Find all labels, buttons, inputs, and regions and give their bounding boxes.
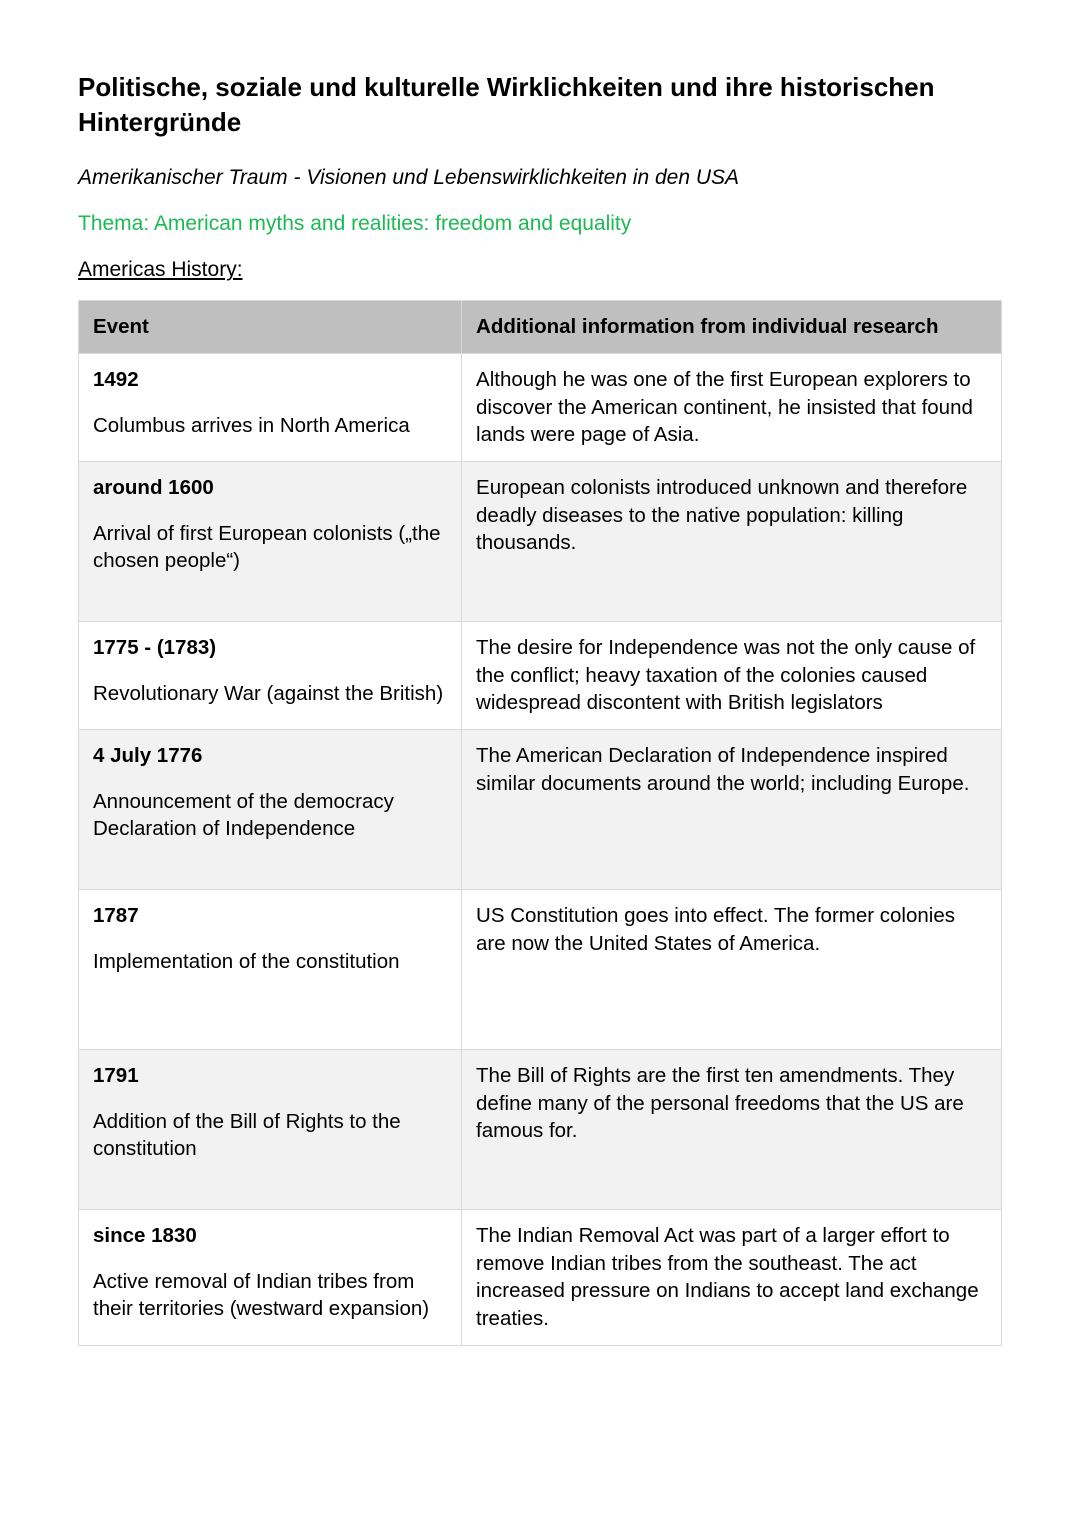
event-date: 1492 [93, 366, 447, 394]
table-row: 1775 - (1783) Revolutionary War (against … [79, 621, 1002, 729]
table-row: since 1830 Active removal of Indian tribe… [79, 1209, 1002, 1345]
event-cell: 1791 Addition of the Bill of Rights to th… [79, 1049, 462, 1209]
table-row: 1787 Implementation of the constitution US… [79, 889, 1002, 1049]
event-desc: Announcement of the democracy Declaratio… [93, 788, 447, 843]
history-table: Event Additional information from indivi… [78, 300, 1002, 1345]
info-cell: The Bill of Rights are the first ten ame… [462, 1049, 1002, 1209]
event-date: around 1600 [93, 474, 447, 502]
table-row: 1791 Addition of the Bill of Rights to th… [79, 1049, 1002, 1209]
event-cell: 1787 Implementation of the constitution [79, 889, 462, 1049]
col-header-info: Additional information from individual r… [462, 301, 1002, 354]
table-row: 4 July 1776 Announcement of the democracy… [79, 729, 1002, 889]
section-heading: Americas History: [78, 258, 1002, 282]
event-cell: 4 July 1776 Announcement of the democracy… [79, 729, 462, 889]
table-header-row: Event Additional information from indivi… [79, 301, 1002, 354]
col-header-event: Event [79, 301, 462, 354]
event-desc: Columbus arrives in North America [93, 412, 447, 440]
event-desc: Implementation of the constitution [93, 948, 447, 976]
table-row: around 1600 Arrival of first European col… [79, 461, 1002, 621]
info-cell: The American Declaration of Independence… [462, 729, 1002, 889]
theme-line: Thema: American myths and realities: fre… [78, 212, 1002, 236]
event-date: 4 July 1776 [93, 742, 447, 770]
event-date: since 1830 [93, 1222, 447, 1250]
event-date: 1787 [93, 902, 447, 930]
page-subtitle: Amerikanischer Traum - Visionen und Lebe… [78, 166, 1002, 190]
event-desc: Arrival of first European colonists („th… [93, 520, 447, 575]
info-cell: The desire for Independence was not the … [462, 621, 1002, 729]
event-desc: Active removal of Indian tribes from the… [93, 1268, 447, 1323]
event-date: 1791 [93, 1062, 447, 1090]
event-desc: Addition of the Bill of Rights to the co… [93, 1108, 447, 1163]
info-cell: European colonists introduced unknown an… [462, 461, 1002, 621]
table-row: 1492 Columbus arrives in North America Alt… [79, 353, 1002, 461]
event-cell: 1775 - (1783) Revolutionary War (against … [79, 621, 462, 729]
event-cell: around 1600 Arrival of first European col… [79, 461, 462, 621]
info-cell: US Constitution goes into effect. The fo… [462, 889, 1002, 1049]
event-cell: since 1830 Active removal of Indian tribe… [79, 1209, 462, 1345]
event-desc: Revolutionary War (against the British) [93, 680, 447, 708]
info-cell: Although he was one of the first Europea… [462, 353, 1002, 461]
info-cell: The Indian Removal Act was part of a lar… [462, 1209, 1002, 1345]
event-cell: 1492 Columbus arrives in North America [79, 353, 462, 461]
event-date: 1775 - (1783) [93, 634, 447, 662]
page-title: Politische, soziale und kulturelle Wirkl… [78, 70, 1002, 140]
